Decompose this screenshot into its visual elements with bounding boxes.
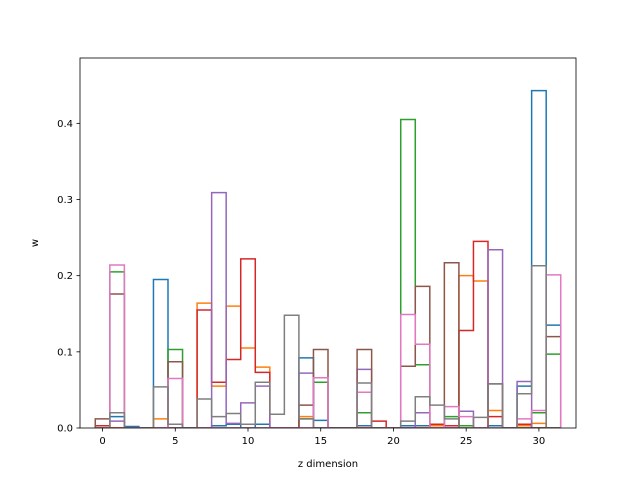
x-tick-label: 10: [242, 436, 255, 447]
series-1-step: [95, 274, 561, 428]
plot-frame: [79, 57, 577, 429]
series-6-step: [95, 264, 562, 428]
x-tick-label: 20: [387, 436, 400, 447]
y-tick-label: 0.2: [57, 271, 73, 282]
series-0-step: [94, 89, 562, 428]
x-tick-label: 5: [172, 436, 178, 447]
series-2-step: [95, 118, 562, 428]
x-tick-label: 30: [533, 436, 546, 447]
y-tick-label: 0.4: [57, 119, 73, 130]
series-4-step: [95, 191, 561, 428]
series-layer: [94, 89, 562, 428]
x-axis: 0 5 10 15 20 25 30: [99, 428, 545, 447]
y-tick-label: 0.0: [57, 424, 73, 435]
x-axis-label: z dimension: [298, 459, 358, 470]
y-tick-label: 0.3: [57, 195, 73, 206]
x-tick-label: 25: [460, 436, 473, 447]
x-tick-label: 15: [314, 436, 327, 447]
y-axis: 0.0 0.1 0.2 0.3 0.4: [57, 119, 80, 435]
y-axis-label: w: [30, 239, 41, 247]
y-tick-label: 0.1: [57, 347, 73, 358]
x-tick-label: 0: [99, 436, 105, 447]
series-7-step: [95, 265, 561, 428]
